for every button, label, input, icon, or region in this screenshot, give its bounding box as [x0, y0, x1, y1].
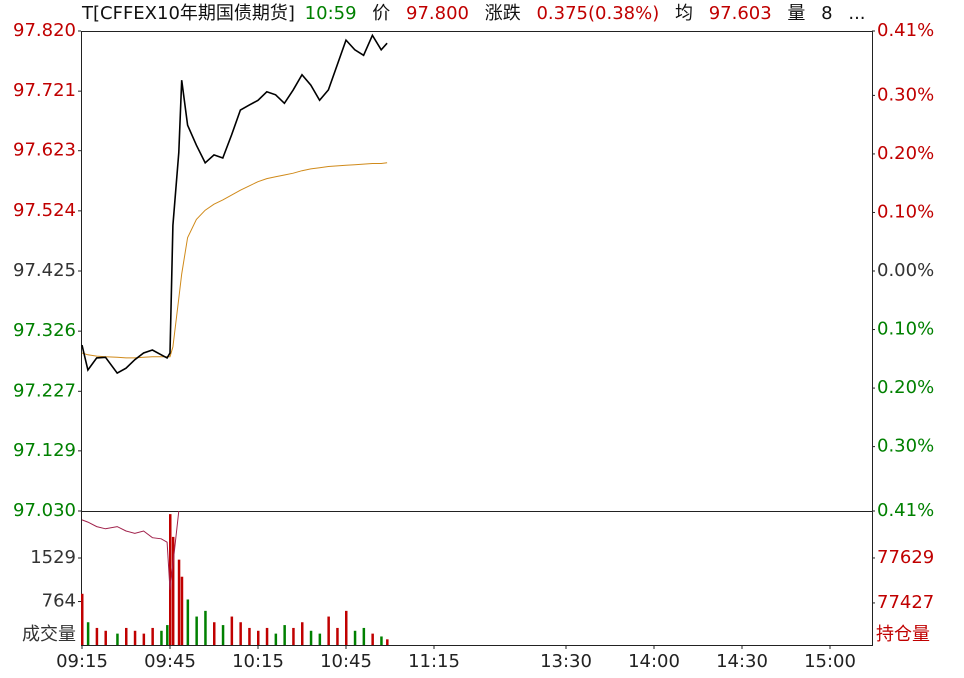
- x-tick-label: 11:15: [408, 651, 460, 672]
- volume-bar: [204, 610, 207, 645]
- y-tick-label: 97.227: [13, 380, 76, 401]
- volume-bar: [180, 576, 184, 645]
- volume-bar: [265, 627, 269, 645]
- y2-tick-label: 0.20%: [877, 143, 934, 164]
- y2-tick-label: 0.30%: [877, 84, 934, 105]
- header-label: 涨跌: [485, 3, 521, 24]
- volume-bar: [318, 633, 322, 645]
- volume-bar: [95, 627, 99, 645]
- volume-tick-label: 764: [42, 591, 76, 612]
- volume-bar: [86, 622, 90, 645]
- volume-bar: [362, 627, 366, 645]
- y2-tick-label: 0.00%: [877, 260, 934, 281]
- volume-label: 成交量: [22, 624, 76, 645]
- y2-tick-label: 0.10%: [877, 319, 934, 340]
- volume-bar: [274, 633, 278, 645]
- y-tick-label: 97.129: [13, 440, 76, 461]
- volume-bar: [116, 633, 119, 645]
- volume-bar: [125, 627, 128, 645]
- volume-bar: [345, 610, 348, 645]
- volume-bar: [248, 627, 251, 645]
- open-interest-label: 持仓量: [876, 624, 930, 645]
- volume-bar: [371, 633, 374, 645]
- volume-bar: [177, 559, 181, 645]
- volume-bar: [151, 627, 154, 645]
- header-value: 0.375(0.38%): [536, 3, 659, 24]
- plot-frame: [81, 31, 873, 646]
- volume-bar: [81, 593, 84, 645]
- x-tick-label: 13:30: [540, 651, 592, 672]
- average-line: [81, 162, 388, 359]
- volume-bar: [336, 627, 339, 645]
- y-tick-label: 97.820: [13, 20, 76, 41]
- volume-bar: [380, 636, 383, 645]
- y-tick-label: 97.623: [13, 140, 76, 161]
- volume-bar: [169, 514, 172, 645]
- volume-bar: [166, 625, 169, 645]
- volume-bar: [353, 630, 357, 645]
- open-interest-tick-label: 77629: [877, 547, 934, 568]
- volume-bar: [142, 633, 146, 645]
- header-value: 97.800: [406, 3, 469, 24]
- header-label: 均: [675, 3, 693, 24]
- y-tick-label: 97.721: [13, 80, 76, 101]
- y-tick-label: 97.425: [13, 260, 76, 281]
- x-tick-label: 15:00: [804, 651, 856, 672]
- x-tick-label: 14:00: [628, 651, 680, 672]
- y2-tick-label: 0.41%: [877, 500, 934, 521]
- volume-bar: [230, 616, 234, 645]
- volume-bar: [195, 616, 198, 645]
- volume-bar: [301, 622, 304, 645]
- volume-bar: [221, 625, 225, 645]
- volume-bar: [257, 630, 260, 645]
- volume-bar: [104, 630, 107, 645]
- volume-bar: [327, 616, 330, 645]
- volume-bar: [186, 599, 190, 645]
- volume-tick-label: 1529: [30, 547, 76, 568]
- open-interest-tick-label: 77427: [877, 592, 934, 613]
- header-time: 10:59: [305, 3, 357, 24]
- header-value: 97.603: [709, 3, 772, 24]
- header: T[CFFEX10年期国债期货] 10:59 价 97.800 涨跌 0.375…: [81, 3, 866, 24]
- volume-bar: [171, 536, 175, 645]
- x-tick-label: 10:45: [320, 651, 372, 672]
- header-label: 量: [787, 3, 805, 24]
- chart-title: T[CFFEX10年期国债期货]: [81, 3, 295, 24]
- open-interest-line: [81, 510, 180, 590]
- header-more: ...: [848, 3, 865, 24]
- y-tick-label: 97.524: [13, 200, 76, 221]
- y2-tick-label: 0.20%: [877, 377, 934, 398]
- x-tick-label: 10:15: [232, 651, 284, 672]
- x-tick-label: 09:45: [144, 651, 196, 672]
- volume-bar: [133, 630, 137, 645]
- y2-tick-label: 0.10%: [877, 201, 934, 222]
- price-line: [81, 33, 388, 375]
- header-value: 8: [821, 3, 832, 24]
- volume-bar: [160, 630, 163, 645]
- volume-bar: [292, 627, 295, 645]
- volume-bar: [386, 639, 389, 645]
- y-tick-label: 97.030: [13, 500, 76, 521]
- y2-tick-label: 0.41%: [877, 20, 934, 41]
- header-label: 价: [372, 3, 390, 24]
- volume-bar: [309, 630, 313, 645]
- x-tick-label: 09:15: [56, 651, 108, 672]
- volume-bar: [239, 622, 242, 645]
- y2-tick-label: 0.30%: [877, 436, 934, 457]
- volume-bar: [213, 622, 216, 645]
- volume-bar: [283, 625, 286, 645]
- y-tick-label: 97.326: [13, 320, 76, 341]
- x-tick-label: 14:30: [716, 651, 768, 672]
